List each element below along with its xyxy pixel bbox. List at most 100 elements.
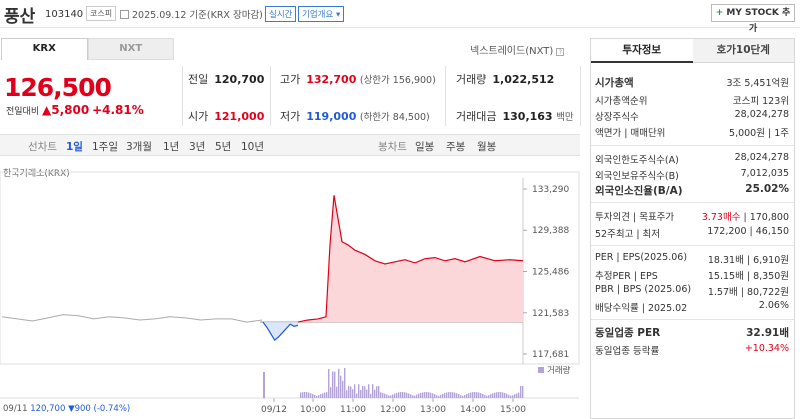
industry-change-label: 동일업종 등락률 — [595, 346, 660, 357]
volume-bar — [458, 394, 460, 398]
volume-bar — [344, 368, 346, 398]
add-mystock-label: MY STOCK 추가 — [726, 8, 791, 34]
volume-bar — [476, 392, 478, 398]
date-info: 2025.09.12 기준(KRX 장마감) — [120, 7, 263, 21]
foreign-limit-value: 28,024,278 — [734, 152, 789, 163]
volume-bar — [492, 393, 494, 398]
price-change: 전일대비 ▲5,800 +4.81% — [6, 103, 144, 117]
candle-chart-label: 봉차트 — [378, 141, 407, 153]
volume-bar — [406, 392, 408, 398]
tab-invest-info[interactable]: 투자정보 — [591, 39, 693, 63]
prev-day-summary: 09/11 120,700 ▼900 (-0.74%) — [3, 404, 130, 414]
volume-bar — [460, 394, 462, 398]
add-mystock-button[interactable]: + MY STOCK 추가 — [711, 4, 795, 34]
period-10y[interactable]: 10년 — [241, 141, 265, 153]
per-value: 18.31배 — [707, 255, 744, 266]
volume-bar — [506, 393, 508, 398]
line-chart-label: 선차트 — [28, 141, 57, 153]
volume-bar — [396, 392, 398, 398]
prev-close: 전일 120,700 — [188, 71, 264, 87]
volume-bar — [390, 395, 392, 398]
shares-label: 상장주식수 — [595, 112, 639, 123]
face-row: 액면가 | 매매단위 5,000원 | 1주 — [595, 125, 789, 139]
volume-bar — [430, 392, 432, 398]
period-1w[interactable]: 1주일 — [92, 141, 119, 153]
period-monthly[interactable]: 월봉 — [477, 141, 497, 153]
volume-bar — [500, 392, 502, 398]
volume-bar — [330, 387, 332, 398]
volume-bar — [310, 393, 312, 398]
volume-bar — [510, 395, 512, 398]
y-tick-label: 129,388 — [532, 226, 569, 236]
volume-bar — [332, 371, 334, 398]
upper-limit: (상한가 156,900) — [359, 75, 436, 86]
realtime-button[interactable]: 실시간 — [265, 6, 297, 22]
market-cap-label: 시가총액 — [595, 77, 634, 89]
divider — [182, 66, 183, 126]
volume-bar — [498, 392, 500, 398]
opinion-label: 투자의견 | 목표주가 — [595, 212, 675, 223]
market-badge: 코스피 — [86, 6, 117, 21]
period-1d[interactable]: 1일 — [66, 141, 83, 153]
high-value: 132,700 — [306, 73, 357, 86]
industry-change-row: 동일업종 등락률 +10.34% — [595, 343, 789, 357]
change-percent: +4.81% — [92, 103, 144, 117]
volume-bar — [352, 389, 354, 398]
period-5y[interactable]: 5년 — [215, 141, 232, 153]
volume-bar — [504, 392, 506, 398]
period-1y[interactable]: 1년 — [163, 141, 180, 153]
volume-bar — [364, 386, 366, 398]
prev-day-change: ▼900 — [68, 404, 91, 414]
price-chart[interactable]: 133,290 129,388 125,486 121,583 117,681 09/12… — [0, 156, 580, 419]
high-price: 고가 132,700 (상한가 156,900) — [280, 71, 436, 87]
volume-bar — [484, 394, 486, 398]
volume-bar — [342, 380, 344, 398]
volume-bar — [302, 392, 304, 398]
period-3y[interactable]: 3년 — [189, 141, 206, 153]
volume-bar — [320, 394, 322, 398]
period-3m[interactable]: 3개월 — [126, 141, 153, 153]
open-label: 시가 — [188, 110, 209, 123]
volume-bar — [426, 392, 428, 398]
volume-bar — [308, 392, 310, 398]
volume-bar — [408, 393, 410, 398]
nxt-label-text: 넥스트레이드(NXT) — [470, 46, 554, 57]
plus-icon: + — [715, 8, 724, 18]
series-above-fill — [298, 195, 523, 323]
w52-high: 172,200 — [707, 226, 747, 237]
divider — [580, 66, 581, 126]
stock-code: 103140 — [45, 9, 84, 20]
volume-value: 1,022,512 — [492, 73, 555, 86]
company-overview-button[interactable]: 기업개요 ▾ — [298, 6, 345, 22]
open-value: 121,000 — [214, 110, 265, 123]
tab-krx[interactable]: KRX — [1, 38, 88, 60]
calendar-icon — [120, 10, 129, 19]
volume-legend-swatch — [538, 367, 544, 373]
invest-info-panel: 투자정보 호가10단계 시가총액 3조 5,451억원 시가총액순위 코스피 123… — [590, 38, 795, 419]
volume-bar — [360, 389, 362, 398]
period-daily[interactable]: 일봉 — [415, 141, 435, 153]
volume-bar — [428, 392, 430, 398]
right-tabs: 투자정보 호가10단계 — [591, 39, 794, 63]
fper-label: 추정PER | EPS — [595, 271, 658, 282]
volume-bar — [374, 389, 376, 398]
period-weekly[interactable]: 주봉 — [446, 141, 466, 153]
help-icon[interactable]: ? — [556, 48, 565, 56]
fper-value: 15.15배 — [707, 271, 744, 282]
tab-hoga[interactable]: 호가10단계 — [692, 39, 794, 63]
tab-nxt[interactable]: NXT — [87, 38, 174, 60]
volume-bar — [402, 392, 404, 398]
volume-bar — [478, 392, 480, 398]
volume-bar — [414, 395, 416, 398]
divider — [270, 66, 271, 126]
face-label: 액면가 | 매매단위 — [595, 128, 666, 139]
volume-bar — [452, 392, 454, 398]
volume-bar — [516, 393, 518, 398]
prev-day-date: 09/11 — [3, 404, 28, 414]
amount-unit: 백만 — [556, 112, 574, 123]
volume-bar — [304, 392, 306, 398]
prev-day-price: 120,700 — [30, 404, 66, 414]
industry-change-value: +10.34% — [744, 343, 789, 354]
volume-bar — [358, 384, 360, 398]
y-tick-label: 133,290 — [532, 185, 569, 195]
